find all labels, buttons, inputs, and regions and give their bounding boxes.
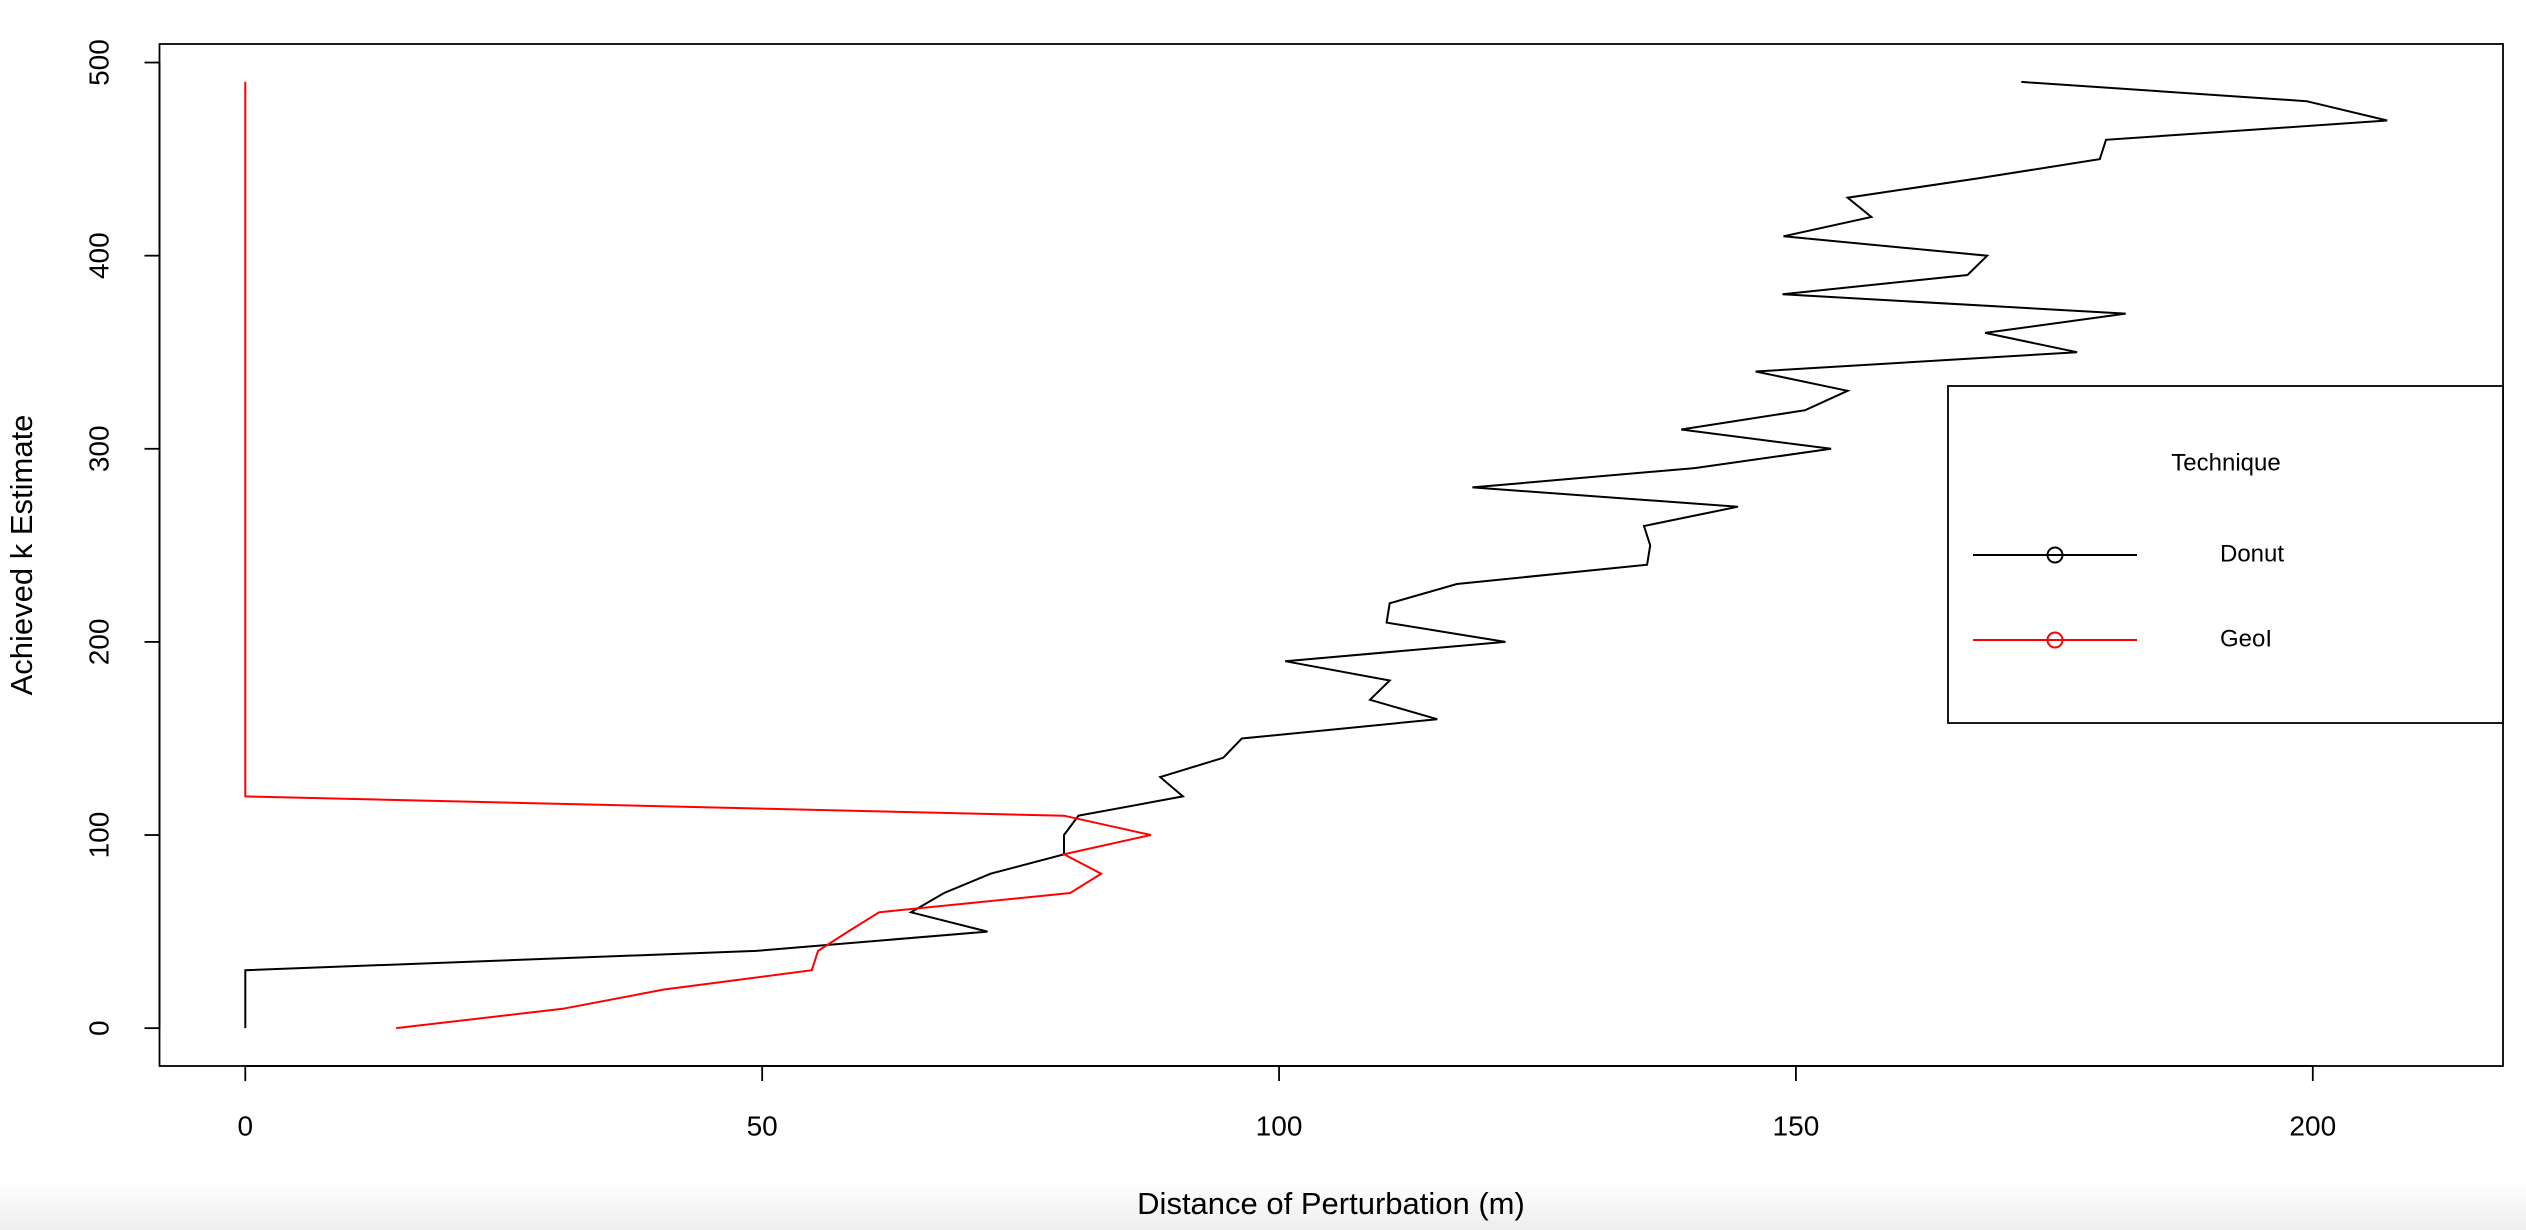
- x-tick-label: 0: [238, 1110, 254, 1141]
- x-tick-label: 50: [747, 1110, 778, 1141]
- y-tick-label: 300: [83, 425, 114, 472]
- y-axis-title: Achieved k Estimate: [4, 415, 39, 696]
- legend-label: Donut: [2220, 540, 2284, 567]
- series-line: [244, 81, 1152, 1030]
- legend-marker: [2046, 631, 2064, 649]
- x-tick-label: 150: [1773, 1110, 1820, 1141]
- y-tick-label: 400: [83, 232, 114, 279]
- y-tick-label: 200: [83, 619, 114, 666]
- x-tick-label: 100: [1256, 1110, 1303, 1141]
- bottom-shade: [0, 1180, 2526, 1230]
- legend-title: Technique: [2171, 449, 2280, 476]
- y-tick-label: 100: [83, 812, 114, 859]
- series-line: [244, 80, 2388, 1029]
- x-axis-title: Distance of Perturbation (m): [1137, 1186, 1525, 1221]
- y-tick-label: 500: [83, 39, 114, 86]
- x-tick-label: 200: [2289, 1110, 2336, 1141]
- y-tick-label: 0: [83, 1020, 114, 1036]
- legend-marker: [2046, 546, 2064, 564]
- legend-label: GeoI: [2220, 625, 2272, 652]
